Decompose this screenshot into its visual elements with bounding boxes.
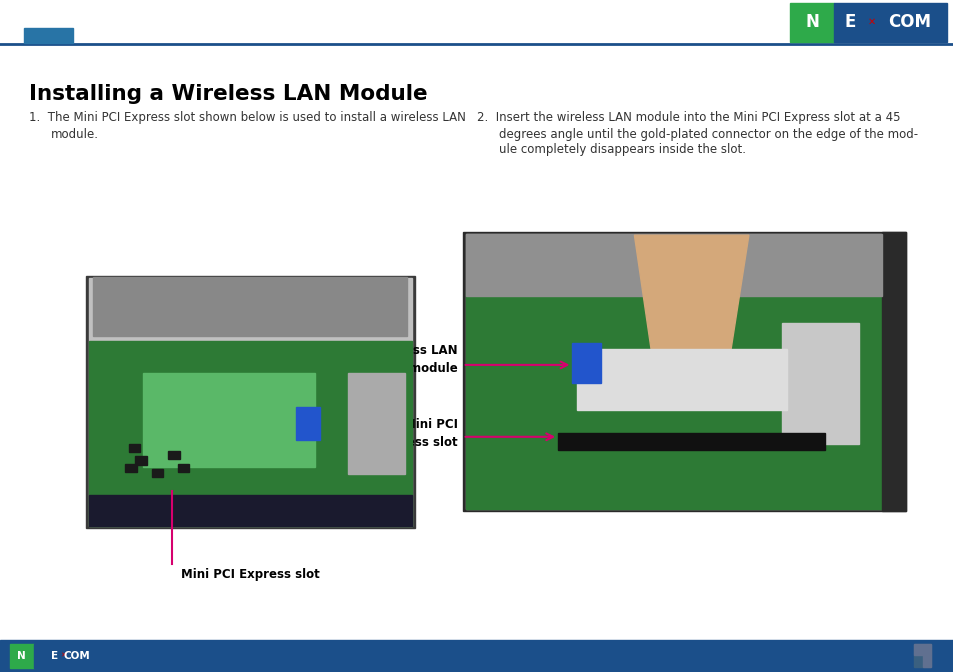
Bar — [577, 349, 786, 410]
Bar — [913, 644, 930, 655]
Bar — [833, 3, 946, 42]
Bar — [558, 433, 824, 450]
Bar — [34, 644, 91, 668]
Text: module.: module. — [51, 128, 98, 140]
Text: COM: COM — [64, 651, 91, 661]
Bar — [93, 277, 407, 336]
Bar — [572, 343, 600, 383]
Text: E: E — [51, 651, 57, 661]
Text: VTC 2100 User Manual: VTC 2100 User Manual — [822, 645, 924, 654]
Text: ule completely disappears inside the slot.: ule completely disappears inside the slo… — [498, 143, 745, 156]
Bar — [168, 452, 179, 460]
Bar — [129, 444, 140, 452]
Bar — [178, 464, 190, 472]
Text: ✕: ✕ — [60, 653, 66, 659]
Bar — [348, 373, 405, 474]
Polygon shape — [634, 235, 748, 366]
Bar — [86, 276, 415, 528]
Text: Mini PCI
Express slot: Mini PCI Express slot — [376, 418, 457, 449]
Bar — [89, 341, 412, 526]
Text: COM: COM — [887, 13, 930, 31]
Bar — [465, 234, 882, 296]
Text: Wireless LAN
module: Wireless LAN module — [370, 344, 457, 375]
Bar — [465, 234, 902, 509]
Text: Copyright © 2010 NEXCOM International Co., Ltd.  All Rights Reserved.: Copyright © 2010 NEXCOM International Co… — [29, 645, 350, 654]
Bar — [125, 464, 136, 472]
Bar — [24, 28, 73, 43]
Bar — [789, 3, 833, 42]
Text: N: N — [17, 651, 26, 661]
Bar — [89, 278, 412, 526]
Text: Mini PCI Express slot: Mini PCI Express slot — [181, 568, 319, 581]
Bar — [143, 373, 314, 467]
Text: ✕: ✕ — [867, 16, 875, 26]
Text: E: E — [843, 13, 855, 31]
Bar — [781, 323, 858, 444]
Bar — [295, 407, 319, 440]
Bar — [465, 291, 902, 509]
Bar — [135, 456, 147, 464]
Bar — [882, 232, 905, 511]
Text: degrees angle until the gold-plated connector on the edge of the mod-: degrees angle until the gold-plated conn… — [498, 128, 917, 140]
Text: Installing a Wireless LAN Module: Installing a Wireless LAN Module — [29, 84, 427, 104]
Bar — [152, 469, 163, 477]
Bar — [462, 232, 905, 511]
Text: 2.  Insert the wireless LAN module into the Mini PCI Express slot at a 45: 2. Insert the wireless LAN module into t… — [476, 111, 900, 124]
Text: 36: 36 — [469, 645, 484, 655]
Bar — [0, 640, 953, 672]
Text: N: N — [804, 13, 818, 31]
Bar — [922, 655, 930, 667]
Bar — [913, 644, 930, 667]
Bar — [89, 495, 412, 526]
Bar — [10, 644, 34, 668]
Text: 1.  The Mini PCI Express slot shown below is used to install a wireless LAN: 1. The Mini PCI Express slot shown below… — [29, 111, 465, 124]
